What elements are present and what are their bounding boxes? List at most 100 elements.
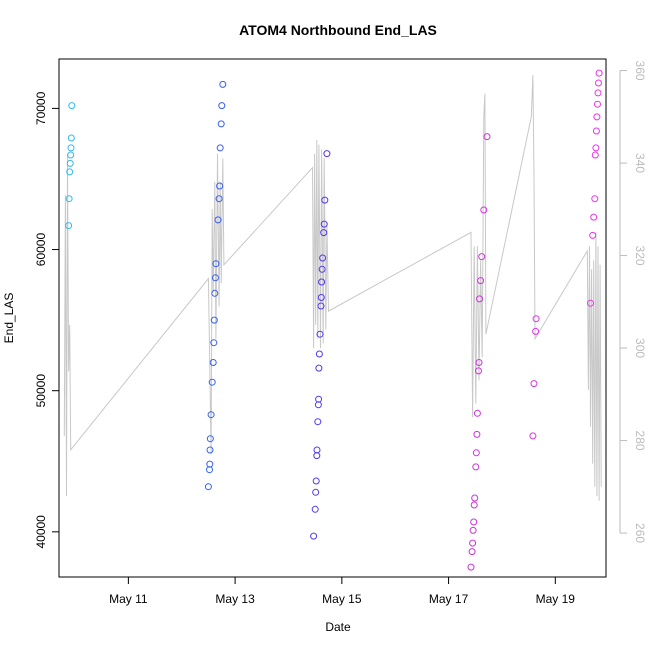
chart-title: ATOM4 Northbound End_LAS [239,22,437,38]
data-point [597,35,603,41]
data-point [595,69,603,77]
plot-frame [58,58,607,578]
data-point [471,494,479,502]
data-point [219,80,227,88]
x-tick-label: May 11 [109,592,148,606]
data-point [313,446,321,454]
y2-tick-label: 360 [633,61,647,81]
data-point [469,526,477,534]
data-point [473,430,481,438]
data-point [594,100,601,108]
y2-tick-label: 340 [633,153,647,173]
data-point [315,364,323,372]
data-point [483,133,491,141]
data-point [469,539,477,547]
data-point [67,144,75,152]
x-axis-label: Date [325,620,351,634]
data-point [319,254,327,262]
data-point [468,548,476,556]
points-layer [65,26,604,571]
line-layer [63,75,602,501]
data-point [214,216,222,224]
data-point [591,195,599,203]
data-point [66,168,74,176]
y-tick-label: 70000 [34,91,48,125]
data-point [314,401,322,409]
data-point [597,49,603,55]
data-point [470,518,478,526]
data-point [315,395,323,403]
y-tick-label: 60000 [34,233,48,267]
series-line [63,75,602,501]
data-point [210,339,218,347]
y2-tick-label: 260 [633,523,647,543]
data-point [321,196,329,204]
data-point [315,350,323,358]
data-point [589,231,597,239]
data-point [472,463,480,471]
data-point [529,432,537,440]
data-point [592,127,600,135]
y-tick-label: 40000 [34,515,48,549]
data-point [206,446,214,454]
data-point [314,418,322,426]
data-point [215,195,223,203]
data-point [216,144,224,152]
data-point [66,159,74,167]
x-tick-label: May 19 [536,592,576,606]
x-tick-label: May 13 [215,592,255,606]
data-point [475,359,483,366]
data-point [592,144,600,152]
data-point [591,151,599,159]
data-point [320,220,328,228]
data-point [312,488,320,496]
data-point [593,113,601,121]
data-point [316,330,324,338]
data-point [208,378,216,386]
data-point [317,294,325,301]
y2-tick-label: 280 [633,431,647,451]
data-point [211,289,219,297]
data-point [311,505,319,513]
data-point [590,213,598,221]
y2-tick-label: 320 [633,246,647,266]
data-point [211,274,219,282]
data-point [210,316,218,324]
data-point [204,483,212,491]
data-point [209,359,217,366]
data-point [470,501,478,509]
x-tick-label: May 17 [429,592,469,606]
data-point [594,89,602,97]
data-point [595,79,602,87]
data-point [207,411,215,419]
data-point [206,435,214,443]
data-point [216,182,224,190]
data-point [587,299,594,307]
data-point [320,229,328,237]
data-point [312,477,320,485]
x-tick-label: May 15 [322,592,362,606]
y-tick-label: 50000 [34,374,48,408]
data-point [323,150,331,158]
data-point [67,151,75,159]
data-point [67,134,75,142]
data-point [65,195,73,203]
data-point [317,302,325,310]
data-point [310,532,318,540]
data-point [532,315,540,323]
data-point [478,253,486,261]
data-point [313,452,321,460]
y2-axis: 260 280 300 320 340 360 [619,61,647,543]
data-point [480,206,488,214]
data-point [473,409,481,417]
x-axis: May 11 May 13 May 15 May 17 May 19 [109,577,575,606]
data-point [476,295,483,303]
y-axis-label: End_LAS [2,293,16,344]
data-point [217,120,225,128]
data-point [65,222,73,230]
y-axis: 40000 50000 60000 70000 [34,91,59,549]
data-point [598,26,604,32]
data-point [318,265,326,273]
data-point [318,278,326,286]
data-point [218,102,226,110]
